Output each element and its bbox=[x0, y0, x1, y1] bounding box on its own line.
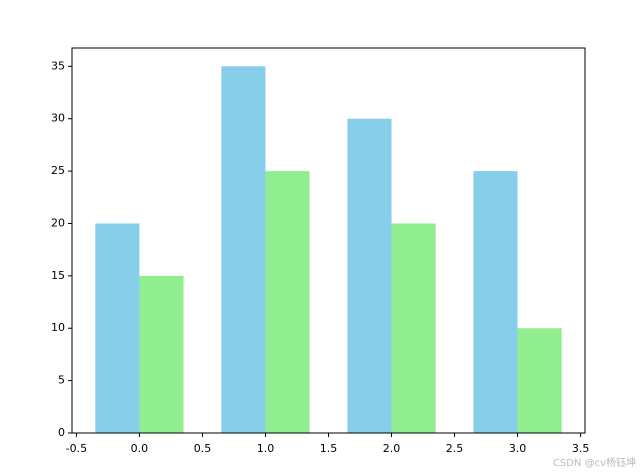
watermark: CSDN @cv杨钰坤 bbox=[553, 456, 636, 469]
y-tick-label: 30 bbox=[51, 112, 65, 125]
x-tick-label: 1.5 bbox=[320, 442, 338, 455]
x-tick-label: 2.0 bbox=[383, 442, 401, 455]
x-tick-label: 1.0 bbox=[257, 442, 275, 455]
bar bbox=[95, 223, 140, 433]
y-tick-label: 15 bbox=[51, 269, 65, 282]
x-tick-label: 3.0 bbox=[509, 442, 527, 455]
bar bbox=[347, 118, 392, 433]
x-tick-label: 0.5 bbox=[194, 442, 212, 455]
y-tick-label: 10 bbox=[51, 321, 65, 334]
plot-frame bbox=[71, 47, 586, 434]
y-tick-label: 5 bbox=[58, 374, 65, 387]
bar bbox=[221, 66, 266, 433]
y-tick-label: 35 bbox=[51, 59, 65, 72]
y-tick-label: 20 bbox=[51, 216, 65, 229]
y-tick-label: 25 bbox=[51, 164, 65, 177]
bar bbox=[139, 275, 184, 433]
bar bbox=[265, 171, 310, 433]
y-tick-label: 0 bbox=[58, 426, 65, 439]
x-tick-label: -0.5 bbox=[66, 442, 87, 455]
bar bbox=[517, 328, 562, 433]
bar bbox=[473, 171, 518, 433]
x-tick-label: 2.5 bbox=[446, 442, 464, 455]
x-tick-label: 0.0 bbox=[131, 442, 149, 455]
x-tick-label: 3.5 bbox=[572, 442, 590, 455]
bar bbox=[391, 223, 436, 433]
